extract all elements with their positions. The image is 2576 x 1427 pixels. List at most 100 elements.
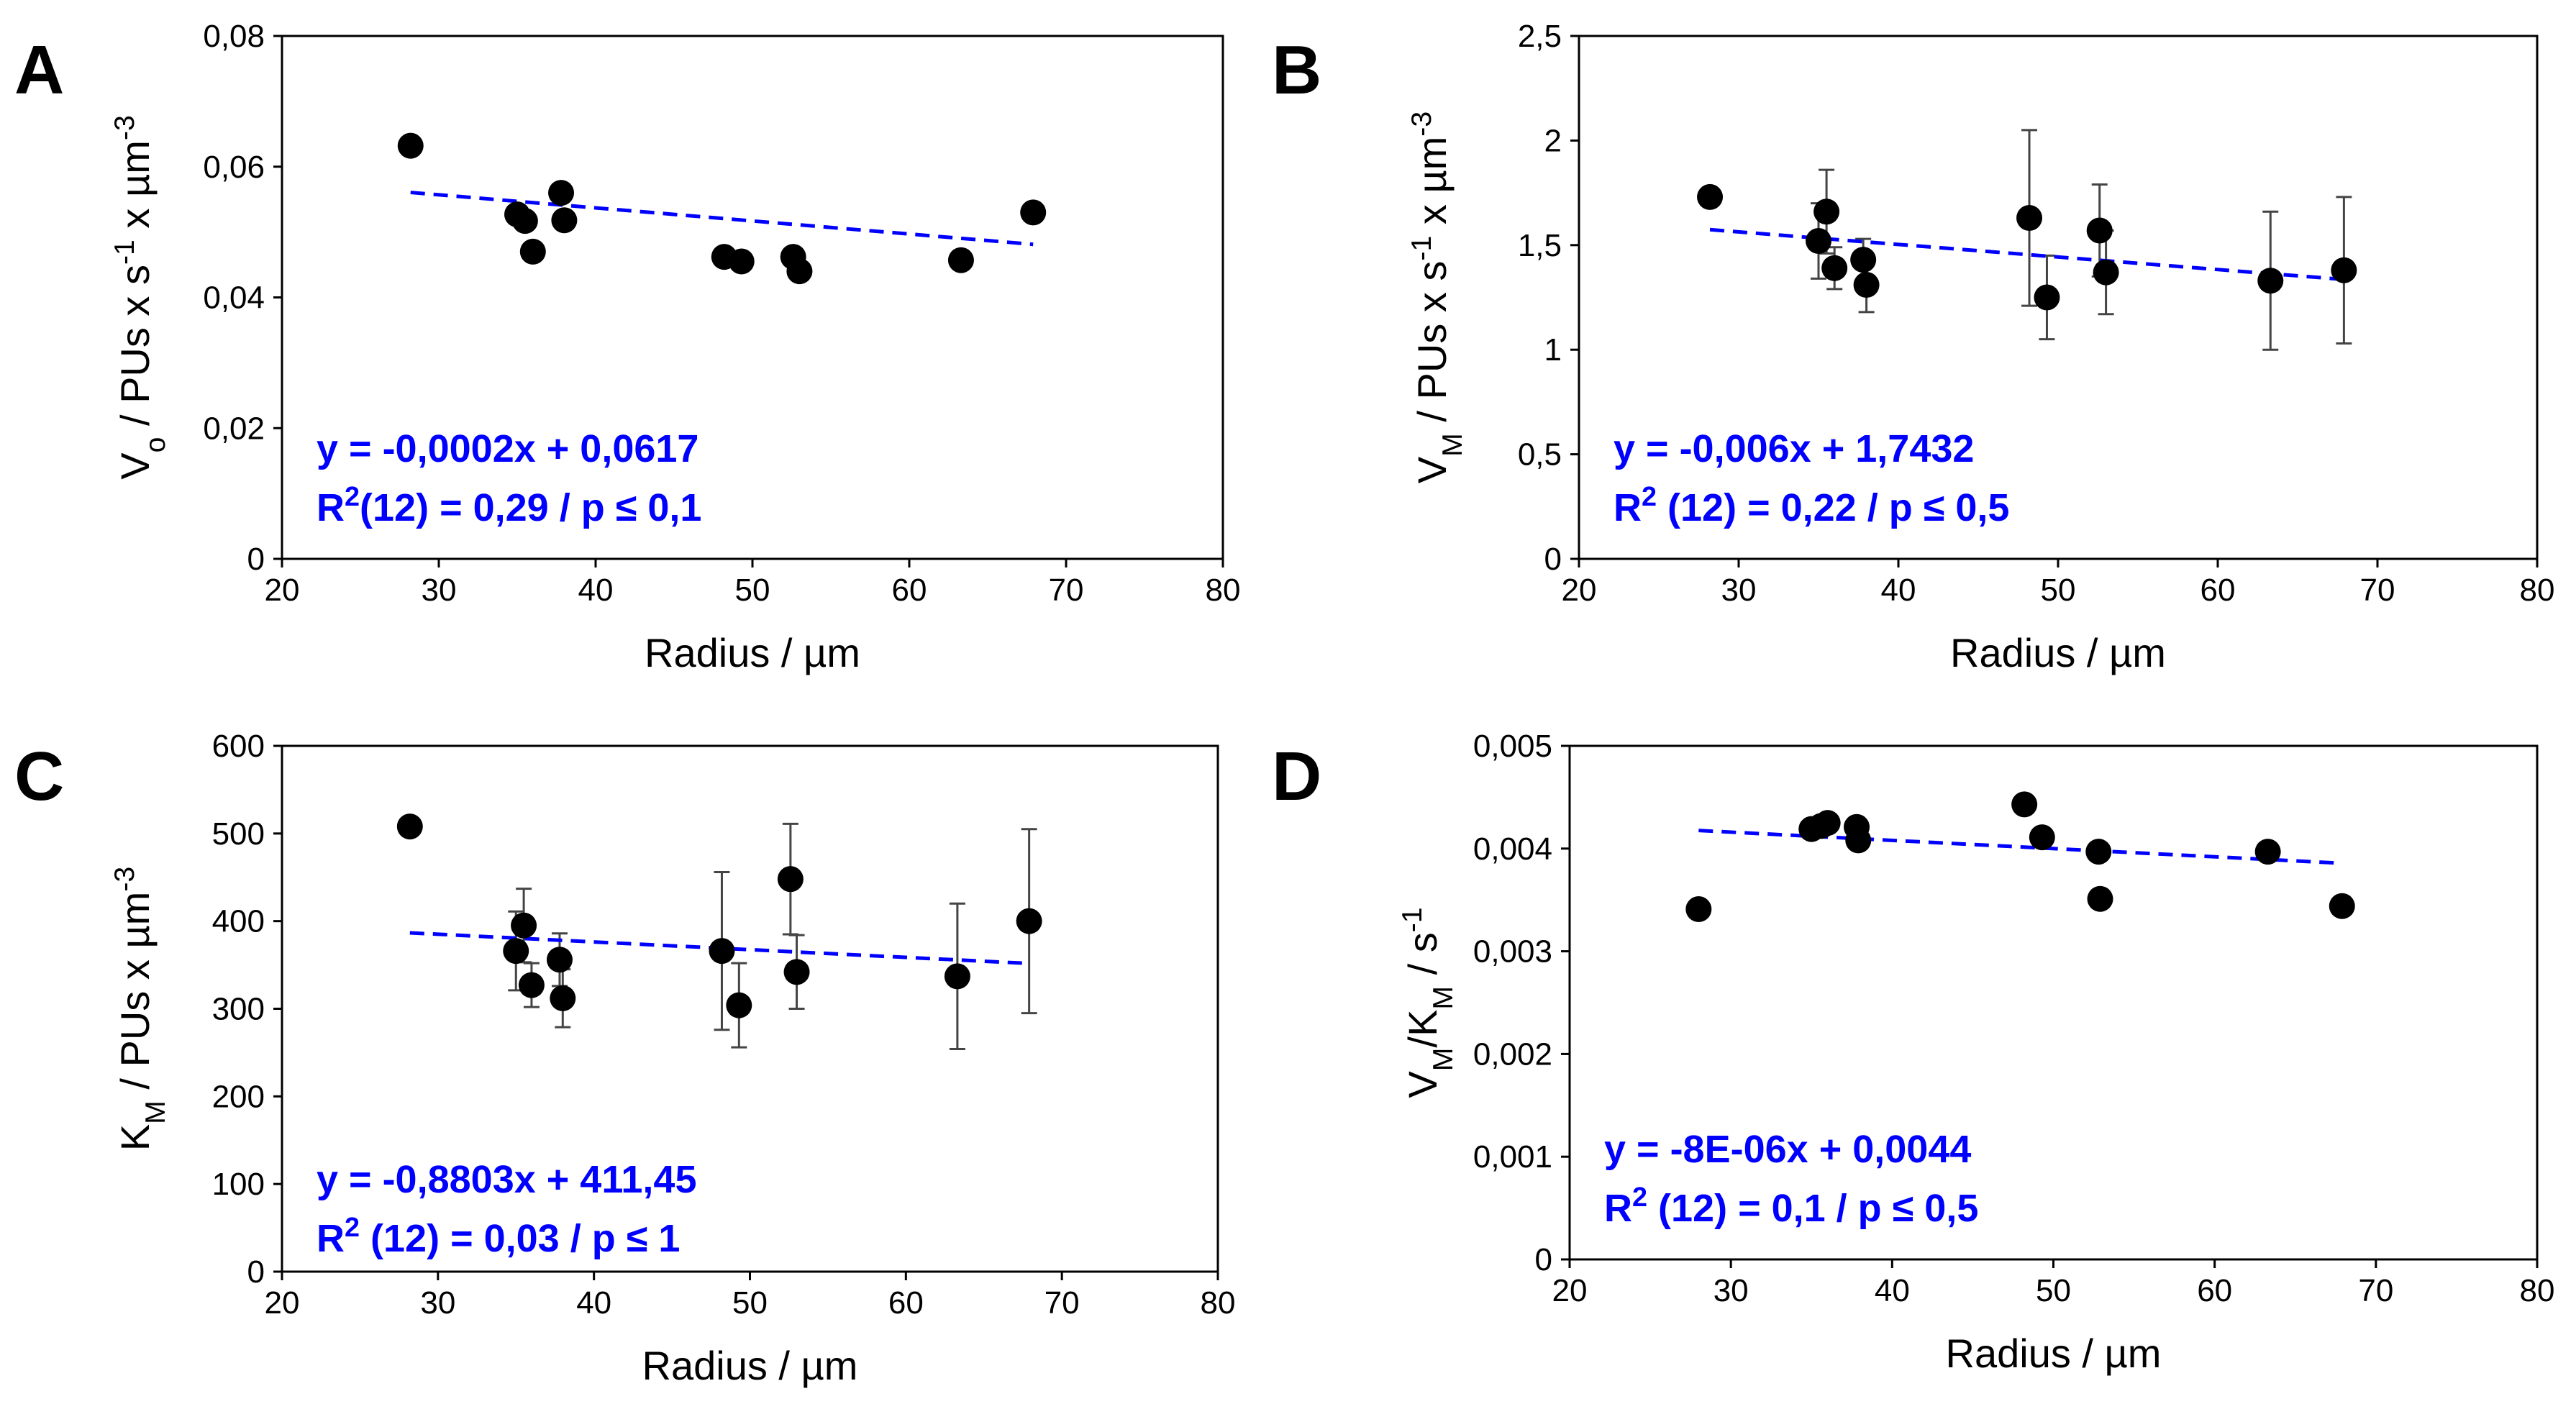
x-tick-label: 80 bbox=[2520, 1273, 2555, 1308]
x-tick-label: 40 bbox=[576, 1285, 611, 1321]
data-point bbox=[709, 938, 735, 965]
y-axis-title: Vo / PUs x s-1 x µm-3 bbox=[109, 115, 171, 480]
data-point bbox=[2331, 257, 2357, 283]
panel-letter: B bbox=[1272, 32, 1321, 109]
y-tick-label: 0,004 bbox=[1473, 831, 1552, 867]
panel-letter: D bbox=[1272, 738, 1321, 815]
y-tick-label: 0 bbox=[247, 1254, 265, 1290]
data-point bbox=[777, 866, 804, 893]
x-tick-label: 70 bbox=[2358, 1273, 2393, 1308]
plot-frame bbox=[281, 35, 1224, 560]
x-tick-label: 50 bbox=[735, 573, 770, 608]
x-tick-label: 40 bbox=[1875, 1273, 1910, 1308]
y-tick-label: 200 bbox=[212, 1079, 265, 1114]
y-tick-label: 1 bbox=[1544, 332, 1562, 368]
data-point bbox=[550, 985, 576, 1011]
data-point bbox=[511, 208, 538, 234]
data-point bbox=[546, 947, 573, 973]
data-point bbox=[2086, 217, 2113, 244]
chart-panel-a: A 20 30 40 50 60 70 80 0 0,02 0,04 0,06 0,08 Radius /… bbox=[14, 19, 1240, 675]
y-tick-label: 0,02 bbox=[203, 411, 265, 446]
data-point bbox=[1813, 199, 1840, 225]
y-tick-label: 0 bbox=[1535, 1242, 1552, 1277]
y-tick-label: 1,5 bbox=[1518, 228, 1562, 263]
r-squared-label: R2 (12) = 0,1 / p ≤ 0,5 bbox=[1604, 1182, 1978, 1230]
r-squared-label: R2 (12) = 0,03 / p ≤ 1 bbox=[317, 1213, 680, 1260]
x-tick-label: 80 bbox=[2520, 573, 2555, 608]
x-tick-label: 50 bbox=[732, 1285, 768, 1321]
data-point bbox=[1020, 199, 1047, 226]
x-axis-title: Radius / µm bbox=[642, 1343, 858, 1388]
regression-equation: y = -0,006x + 1,7432 bbox=[1614, 427, 1974, 470]
x-axis-title: Radius / µm bbox=[1950, 630, 2166, 675]
data-point bbox=[947, 247, 974, 273]
y-tick-label: 2 bbox=[1544, 123, 1562, 158]
y-tick-label: 0,08 bbox=[203, 19, 265, 54]
y-tick-label: 100 bbox=[212, 1167, 265, 1202]
y-tick-label: 0 bbox=[1544, 542, 1562, 577]
data-point bbox=[551, 207, 578, 234]
y-axis-title: KM / PUs x µm-3 bbox=[109, 867, 171, 1151]
data-point bbox=[1685, 896, 1712, 923]
regression-equation: y = -8E-06x + 0,0044 bbox=[1604, 1128, 1971, 1171]
data-point bbox=[786, 258, 813, 285]
data-point bbox=[1845, 827, 1872, 854]
x-tick-label: 30 bbox=[1721, 573, 1757, 608]
data-point bbox=[1853, 272, 1880, 298]
y-tick-label: 600 bbox=[212, 729, 265, 764]
data-point bbox=[2085, 839, 2112, 865]
data-point bbox=[2329, 893, 2355, 919]
data-point bbox=[2257, 268, 2284, 294]
x-tick-label: 80 bbox=[1201, 1285, 1236, 1321]
y-tick-label: 0,002 bbox=[1473, 1036, 1552, 1072]
data-point bbox=[783, 959, 810, 985]
x-tick-label: 20 bbox=[265, 573, 300, 608]
data-point bbox=[518, 972, 545, 998]
data-point bbox=[503, 938, 529, 965]
data-point bbox=[2254, 839, 2281, 865]
x-tick-label: 60 bbox=[2197, 1273, 2232, 1308]
data-point bbox=[1806, 227, 1831, 254]
y-tick-label: 0 bbox=[247, 542, 265, 577]
x-tick-label: 60 bbox=[2200, 573, 2236, 608]
x-tick-label: 40 bbox=[578, 573, 614, 608]
data-point bbox=[2093, 259, 2119, 286]
x-tick-label: 30 bbox=[1713, 1273, 1749, 1308]
x-tick-label: 60 bbox=[888, 1285, 924, 1321]
x-tick-label: 30 bbox=[420, 1285, 455, 1321]
chart-panel-b: B 20 30 40 50 60 70 80 0 0,5 1 1,5 2 2,5 Radius / µm VM… bbox=[1272, 19, 2554, 675]
x-tick-label: 50 bbox=[2041, 573, 2076, 608]
x-tick-label: 30 bbox=[422, 573, 457, 608]
y-tick-label: 500 bbox=[212, 816, 265, 852]
chart-panel-d: D 20 30 40 50 60 70 80 0 0,001 0,002 0,003 0,004 0,00… bbox=[1272, 729, 2554, 1376]
regression-equation: y = -0,8803x + 411,45 bbox=[317, 1158, 696, 1201]
plot-frame bbox=[1568, 744, 2539, 1261]
chart-panel-c: C 20 30 40 50 60 70 80 0 100 200 300 400 500 600 Radius… bbox=[14, 729, 1235, 1388]
data-point bbox=[2087, 885, 2113, 912]
data-point bbox=[511, 912, 537, 939]
x-tick-label: 50 bbox=[2036, 1273, 2071, 1308]
x-tick-label: 40 bbox=[1881, 573, 1916, 608]
r-squared-label: R2(12) = 0,29 / p ≤ 0,1 bbox=[317, 482, 701, 529]
data-point bbox=[1814, 810, 1841, 836]
trendline bbox=[1698, 829, 2342, 865]
x-axis-title: Radius / µm bbox=[1946, 1331, 2162, 1376]
trendline bbox=[410, 191, 1034, 247]
y-tick-label: 0,001 bbox=[1473, 1139, 1552, 1175]
data-point bbox=[944, 963, 970, 990]
y-tick-label: 0,5 bbox=[1518, 437, 1562, 473]
x-tick-label: 70 bbox=[1049, 573, 1084, 608]
regression-equation: y = -0,0002x + 0,0617 bbox=[317, 427, 698, 470]
data-point bbox=[1821, 255, 1848, 281]
x-tick-label: 70 bbox=[2360, 573, 2395, 608]
y-axis-title: VM/KM / s-1 bbox=[1397, 907, 1459, 1098]
x-tick-label: 70 bbox=[1044, 1285, 1080, 1321]
panel-letter: C bbox=[14, 738, 64, 815]
y-tick-label: 0,003 bbox=[1473, 934, 1552, 970]
data-point bbox=[1850, 247, 1877, 273]
data-point bbox=[2029, 824, 2055, 851]
y-tick-label: 0,005 bbox=[1473, 729, 1552, 764]
data-point bbox=[726, 992, 752, 1018]
y-tick-label: 0,06 bbox=[203, 150, 265, 185]
